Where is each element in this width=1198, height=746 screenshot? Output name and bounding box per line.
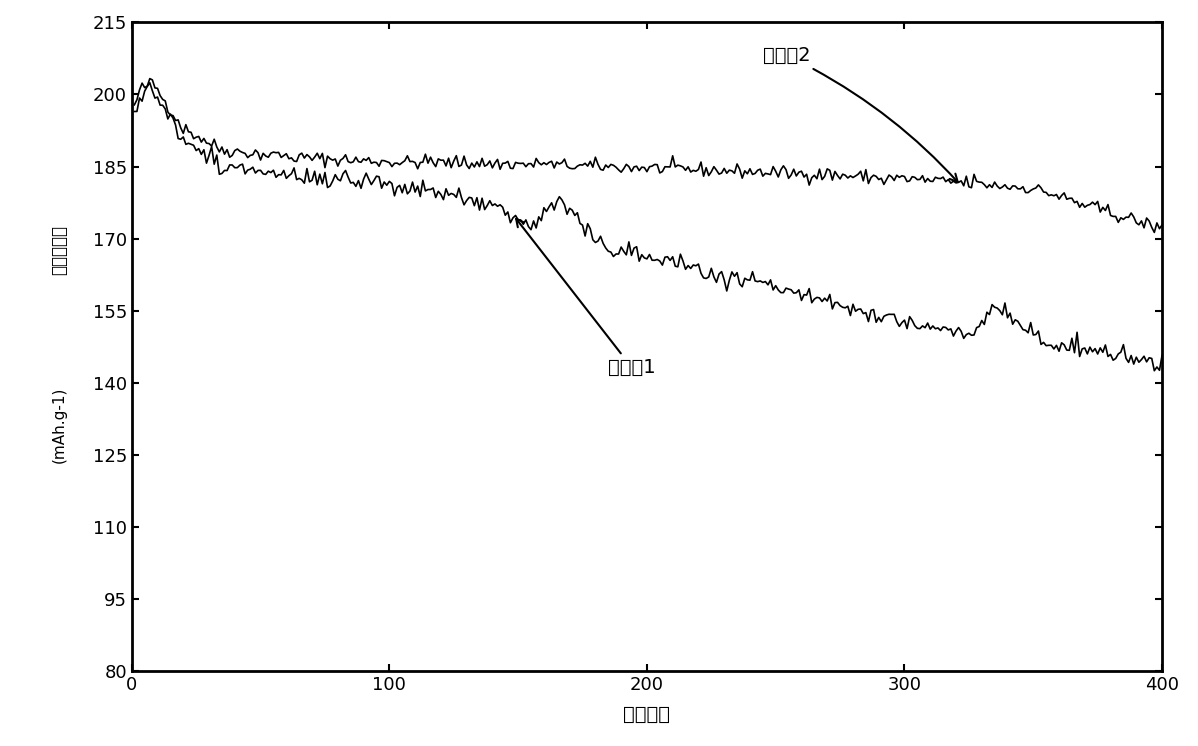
X-axis label: 循环圈数: 循环圈数 [623, 706, 671, 724]
Text: 放电比容量: 放电比容量 [50, 225, 68, 275]
Text: (mAh.g-1): (mAh.g-1) [53, 386, 67, 463]
Text: 实施例2: 实施例2 [763, 46, 957, 182]
Text: 对比例1: 对比例1 [516, 219, 657, 377]
